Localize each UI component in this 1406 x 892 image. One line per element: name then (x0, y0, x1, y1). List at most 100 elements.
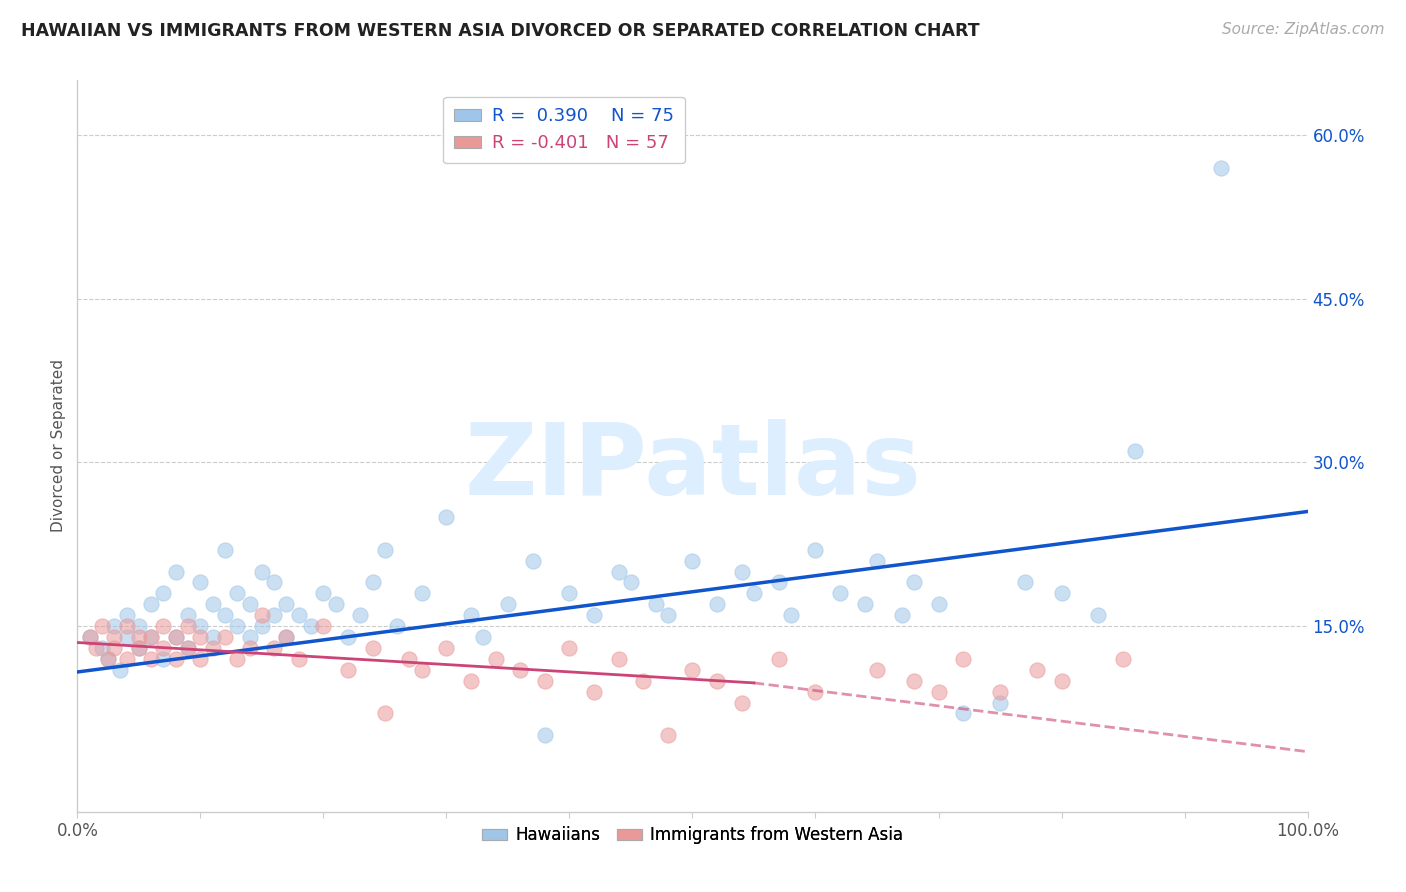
Point (263, 608, 285, 623)
Point (780, 608, 803, 623)
Legend: Hawaiians, Immigrants from Western Asia: Hawaiians, Immigrants from Western Asia (475, 820, 910, 851)
Point (952, 652, 974, 666)
Point (903, 575, 925, 590)
Point (558, 640, 581, 655)
Point (165, 565, 187, 579)
Point (152, 586, 174, 600)
Point (177, 640, 200, 655)
Point (226, 619, 249, 633)
Point (731, 565, 754, 579)
Point (128, 630, 150, 644)
Point (141, 597, 163, 611)
Point (239, 597, 262, 611)
Point (239, 630, 262, 644)
Point (214, 542, 236, 557)
Point (534, 673, 557, 688)
Point (830, 586, 852, 600)
Point (288, 652, 311, 666)
Point (250, 619, 273, 633)
Point (928, 684, 950, 698)
Point (79, 630, 101, 644)
Text: ZIPatlas: ZIPatlas (464, 419, 921, 516)
Point (188, 630, 212, 644)
Point (682, 663, 704, 677)
Point (866, 554, 889, 568)
Point (276, 597, 298, 611)
Point (657, 728, 679, 742)
Point (558, 586, 581, 600)
Point (804, 542, 827, 557)
Point (188, 619, 212, 633)
Point (110, 663, 132, 677)
Point (128, 640, 150, 655)
Point (103, 619, 125, 633)
Point (115, 608, 138, 623)
Point (312, 586, 335, 600)
Point (214, 630, 236, 644)
Point (312, 619, 335, 633)
Point (706, 673, 728, 688)
Point (411, 663, 433, 677)
Point (115, 619, 138, 633)
Point (288, 608, 311, 623)
Point (349, 608, 371, 623)
Point (299, 619, 322, 633)
Point (522, 554, 544, 568)
Point (226, 652, 249, 666)
Point (496, 597, 519, 611)
Point (853, 597, 876, 611)
Point (152, 652, 174, 666)
Point (398, 652, 420, 666)
Point (1050, 673, 1073, 688)
Point (485, 652, 508, 666)
Point (97, 652, 120, 666)
Point (866, 663, 889, 677)
Point (152, 640, 174, 655)
Point (1211, 161, 1233, 175)
Point (1026, 663, 1049, 677)
Point (177, 608, 200, 623)
Point (436, 510, 458, 524)
Point (201, 630, 224, 644)
Point (657, 608, 679, 623)
Point (988, 696, 1011, 710)
Point (607, 565, 630, 579)
Text: HAWAIIAN VS IMMIGRANTS FROM WESTERN ASIA DIVORCED OR SEPARATED CORRELATION CHART: HAWAIIAN VS IMMIGRANTS FROM WESTERN ASIA… (21, 22, 980, 40)
Point (633, 673, 655, 688)
Point (337, 630, 360, 644)
Point (115, 630, 138, 644)
Point (682, 554, 704, 568)
Point (128, 619, 150, 633)
Point (890, 608, 912, 623)
Point (325, 597, 347, 611)
Point (804, 684, 827, 698)
Point (177, 640, 200, 655)
Point (250, 608, 273, 623)
Point (276, 630, 298, 644)
Point (928, 597, 950, 611)
Point (141, 630, 163, 644)
Point (84, 640, 107, 655)
Point (226, 586, 249, 600)
Point (361, 575, 384, 590)
Point (97, 652, 120, 666)
Point (1014, 575, 1036, 590)
Point (165, 630, 187, 644)
Point (90, 619, 114, 633)
Point (201, 597, 224, 611)
Point (276, 630, 298, 644)
Point (509, 663, 531, 677)
Point (90, 640, 114, 655)
Point (188, 575, 212, 590)
Point (460, 673, 482, 688)
Point (79, 630, 101, 644)
Point (411, 586, 433, 600)
Point (165, 630, 187, 644)
Point (361, 640, 384, 655)
Point (644, 597, 666, 611)
Point (731, 696, 754, 710)
Point (472, 630, 495, 644)
Point (583, 608, 606, 623)
Point (583, 684, 606, 698)
Point (460, 608, 482, 623)
